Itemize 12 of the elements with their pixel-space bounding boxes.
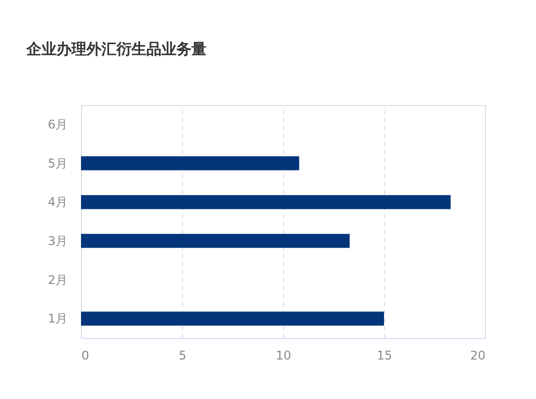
y-tick-label: 6月: [48, 117, 68, 132]
y-tick-label: 2月: [48, 272, 68, 287]
y-tick-label: 3月: [48, 234, 68, 248]
chart-title: 企业办理外汇衍生品业务量: [25, 40, 206, 58]
y-tick-label: 5月: [48, 156, 68, 170]
y-tick-label: 1月: [48, 312, 68, 326]
x-tick-label: 15: [376, 348, 392, 362]
x-tick-label: 20: [470, 348, 486, 362]
x-tick-label: 10: [276, 348, 292, 362]
y-tick-label: 4月: [48, 195, 68, 210]
x-tick-label: 5: [178, 348, 186, 362]
x-tick-label: 0: [82, 348, 90, 362]
